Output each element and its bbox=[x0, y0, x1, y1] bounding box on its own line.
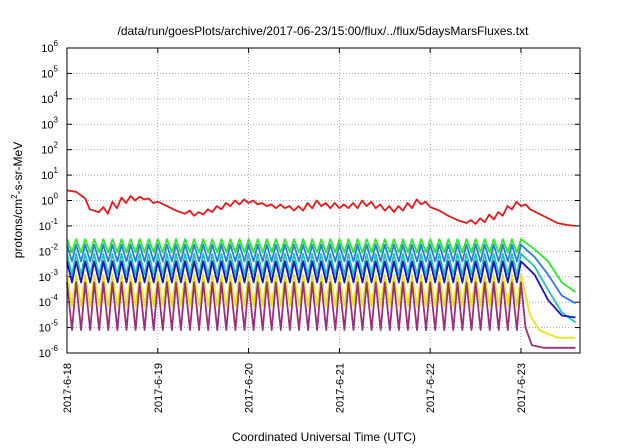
y-axis-label: protons/cm2-s-sr-MeV bbox=[10, 142, 25, 258]
y-tick-label: 100 bbox=[41, 192, 58, 208]
y-tick-label: 10-3 bbox=[39, 268, 59, 284]
x-tick-label: 2017-6-19 bbox=[153, 363, 165, 413]
y-axis-label-tail: -s-sr-MeV bbox=[11, 142, 25, 195]
y-tick-label: 103 bbox=[41, 115, 58, 131]
y-tick-label: 10-4 bbox=[39, 293, 59, 309]
y-axis-label-main: protons/cm bbox=[11, 199, 25, 258]
y-tick-label: 10-1 bbox=[39, 217, 59, 233]
y-tick-label: 104 bbox=[41, 90, 58, 106]
x-tick-label: 2017-6-18 bbox=[62, 363, 74, 413]
x-tick-label: 2017-6-20 bbox=[244, 363, 256, 413]
x-tick-label: 2017-6-21 bbox=[334, 363, 346, 413]
series-line-2 bbox=[66, 238, 577, 293]
series-line-4 bbox=[66, 252, 577, 324]
y-tick-labels: 106 105 104 103 102 101 100 10-1 10-2 10-3 10-4 10-… bbox=[39, 39, 59, 360]
chart-title: /data/run/goesPlots/archive/2017-06-23/1… bbox=[118, 24, 530, 38]
series-line-6 bbox=[66, 273, 576, 339]
y-tick-label: 106 bbox=[41, 39, 58, 55]
y-tick-label: 10-2 bbox=[39, 242, 59, 258]
y-tick-label: 10-5 bbox=[39, 319, 59, 335]
series-line-5 bbox=[66, 260, 576, 319]
x-tick-label: 2017-6-23 bbox=[516, 363, 528, 413]
series-line-3 bbox=[66, 243, 576, 305]
plot-frame bbox=[66, 47, 581, 354]
y-axis-label-superscript: 2 bbox=[10, 194, 19, 199]
y-tick-label: 101 bbox=[41, 166, 58, 182]
y-tick-label: 102 bbox=[41, 141, 58, 157]
series-line-1 bbox=[66, 189, 576, 227]
x-tick-label: 2017-6-22 bbox=[425, 363, 437, 413]
x-axis-label: Coordinated Universal Time (UTC) bbox=[232, 430, 416, 444]
x-tick-labels: 2017-6-18 2017-6-19 2017-6-20 2017-6-21 2017… bbox=[62, 363, 528, 413]
series-line-7 bbox=[66, 281, 576, 349]
series-group bbox=[66, 189, 577, 349]
y-tick-label: 10-6 bbox=[39, 344, 59, 360]
y-tick-label: 105 bbox=[41, 64, 58, 80]
